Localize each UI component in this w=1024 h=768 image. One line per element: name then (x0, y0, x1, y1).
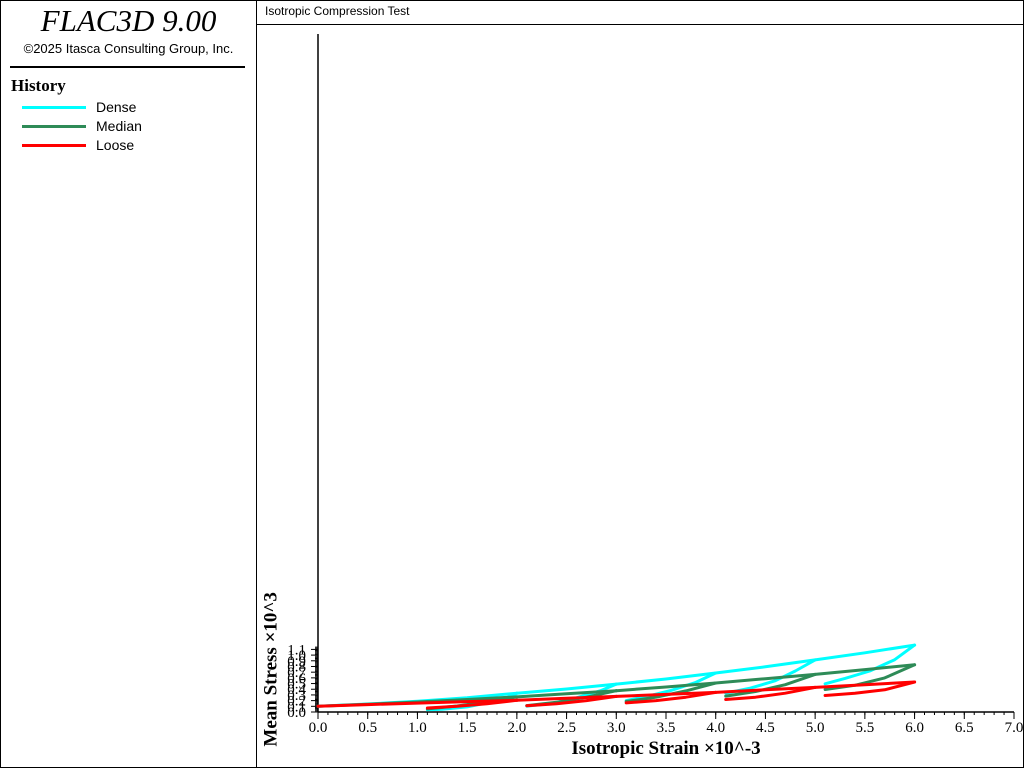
x-tick-label: 5.0 (806, 720, 825, 736)
series-line-dense (624, 671, 718, 703)
x-tick-label: 2.0 (507, 720, 526, 736)
series-line-dense (614, 671, 718, 686)
x-tick-label: 7.0 (1005, 720, 1023, 736)
legend-label-loose: Loose (96, 137, 135, 153)
series-line-loose (813, 680, 917, 689)
series-line-median (714, 672, 817, 685)
x-tick-label: 0.5 (358, 720, 377, 736)
y-tick-label: 0.0 (287, 705, 306, 721)
legend-swatch-median (22, 125, 86, 128)
series-line-dense (823, 643, 917, 686)
x-tick-label: 5.5 (855, 720, 874, 736)
legend-swatch-dense (22, 106, 86, 109)
series-line-median (813, 663, 917, 676)
legend-title: History (11, 76, 66, 95)
y-tick-label: 0.8 (287, 659, 306, 675)
y-tick-label: 0.3 (287, 688, 306, 704)
series-line-loose (624, 690, 718, 705)
y-tick-label: 0.7 (287, 665, 306, 681)
series-line-loose (823, 680, 917, 697)
series-line-loose (614, 690, 718, 698)
x-tick-label: 6.5 (955, 720, 974, 736)
y-tick-label: 0.9 (287, 654, 306, 670)
x-tick-label: 1.0 (408, 720, 427, 736)
x-tick-label: 1.5 (458, 720, 477, 736)
x-tick-label: 6.0 (905, 720, 924, 736)
app-title: FLAC3D 9.00 (40, 3, 217, 38)
copyright-text: ©2025 Itasca Consulting Group, Inc. (23, 41, 234, 56)
series-line-loose (515, 694, 618, 702)
series-line-loose (724, 685, 817, 701)
y-tick-label: 1.0 (287, 648, 306, 664)
title-divider (10, 66, 245, 68)
y-tick-label: 0.4 (287, 682, 306, 698)
y-tick-label: 0.5 (287, 677, 306, 693)
legend-item-median: Median (22, 117, 242, 135)
series-line-dense (714, 658, 817, 675)
x-tick-label: 3.5 (657, 720, 676, 736)
y-tick-label: 0.1 (287, 699, 306, 715)
y-tick-label: 1.1 (287, 642, 306, 658)
legend-label-median: Median (96, 118, 142, 134)
series-line-median (614, 681, 718, 693)
legend-label-dense: Dense (96, 99, 137, 115)
plot-title: Isotropic Compression Test (265, 4, 410, 18)
series-line-loose (425, 698, 519, 710)
series-line-loose (714, 685, 817, 694)
y-tick-label: 0.2 (287, 694, 306, 710)
plot-title-divider (256, 24, 1024, 25)
x-tick-label: 0.0 (309, 720, 328, 736)
chart-canvas: 0.0 0.5 1.0 1.5 2.0 2.5 3.0 3.5 4.0 4.5 5.0 5.5 6.0 6… (260, 34, 1023, 759)
series-line-dense (515, 682, 618, 695)
x-tick-label: 2.5 (557, 720, 576, 736)
series-line-median (515, 689, 618, 699)
x-tick-label: 3.0 (607, 720, 626, 736)
series-line-loose (316, 698, 519, 708)
legend-item-dense: Dense (22, 98, 242, 116)
legend-swatch-loose (22, 144, 86, 147)
x-tick-label: 4.0 (706, 720, 725, 736)
series-line-loose (525, 694, 618, 708)
series-line-dense (813, 643, 917, 662)
legend-item-loose: Loose (22, 136, 242, 154)
y-tick-label: 0.6 (287, 671, 306, 687)
x-axis-label: Isotropic Strain ×10^-3 (571, 738, 760, 759)
y-axis-label: Mean Stress ×10^3 (260, 592, 281, 747)
x-tick-label: 4.5 (756, 720, 775, 736)
